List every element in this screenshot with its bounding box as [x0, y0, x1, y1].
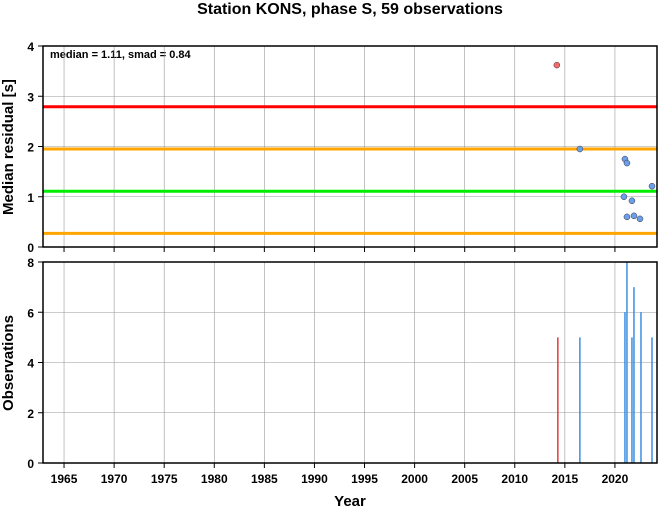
y-tick-label: 0	[27, 457, 34, 471]
y-tick-label: 2	[27, 407, 34, 421]
x-tick-label: 2000	[401, 472, 428, 486]
x-tick-label: 2005	[451, 472, 478, 486]
x-tick-label: 2010	[501, 472, 528, 486]
point	[576, 145, 584, 153]
point	[648, 182, 656, 190]
y-tick-label: 6	[27, 306, 34, 320]
x-tick-label: 2020	[602, 472, 629, 486]
x-tick-label: 1975	[151, 472, 178, 486]
y-tick-label: 1	[27, 191, 34, 205]
x-tick-label: 1965	[51, 472, 78, 486]
x-axis-label: Year	[334, 493, 366, 510]
x-tick-label: 1990	[301, 472, 328, 486]
plot-frame	[42, 261, 658, 464]
point	[636, 215, 644, 223]
y-tick-label: 2	[27, 141, 34, 155]
x-tick-label: 1970	[101, 472, 128, 486]
point	[630, 212, 638, 220]
y-axis-label: Median residual [s]	[0, 79, 17, 215]
y-tick-label: 4	[27, 357, 34, 371]
x-tick-label: 1995	[351, 472, 378, 486]
point	[628, 197, 636, 205]
point	[553, 61, 561, 69]
y-tick-label: 8	[27, 256, 34, 270]
y-tick-label: 3	[27, 90, 34, 104]
x-tick-label: 2015	[551, 472, 578, 486]
chart-title: Station KONS, phase S, 59 observations	[197, 1, 503, 18]
y-tick-label: 0	[27, 241, 34, 255]
x-tick-label: 1980	[201, 472, 228, 486]
point	[623, 159, 631, 167]
y-tick-label: 4	[27, 40, 34, 54]
plot-frame	[42, 45, 658, 248]
x-tick-label: 1985	[251, 472, 278, 486]
y-axis-label: Observations	[0, 315, 17, 411]
point	[620, 193, 628, 200]
annotation: median = 1.11, smad = 0.84	[50, 49, 192, 61]
point	[623, 213, 631, 221]
